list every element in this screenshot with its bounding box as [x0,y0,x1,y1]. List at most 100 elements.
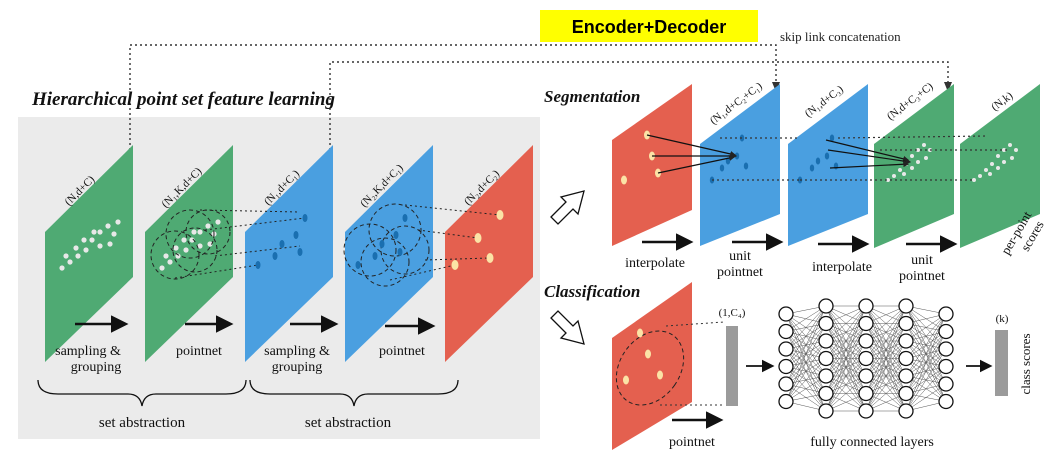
badge-text: Encoder+Decoder [572,17,727,37]
fc-neurons [778,298,954,419]
fc-edge [785,305,827,367]
fc-edge [785,305,827,332]
input-points [59,219,121,271]
hollow-arrow-classification [550,310,585,345]
seg-step-interpolate-2: interpolate [812,260,872,275]
segmentation-arrows [642,233,958,253]
fc-edge [865,358,907,412]
fc-layers-label: fully connected layers [810,435,934,450]
fc-neuron [938,393,954,410]
seg-plane-3 [788,84,868,246]
fc-neuron [898,315,914,332]
seg-step-pointnet-1: pointnet [717,265,763,280]
fc-neuron [938,358,954,375]
skip-link-inner [329,61,949,150]
step-sampling-1-line1: sampling & [55,344,121,359]
fc-edge [825,375,867,412]
grouping-balls-2 [343,203,430,287]
seg-step-pointnet-2: pointnet [899,269,945,284]
fc-neuron [938,376,954,392]
hierarchical-title: Hierarchical point set feature learning [31,89,335,110]
cls-plane-points [623,328,663,385]
seg-plane-1 [612,84,692,246]
fc-edge [825,305,867,377]
cls-projection-lines [660,321,725,406]
fc-edge [785,305,827,385]
fc-neuron [858,403,874,419]
step-sampling-2-line1: sampling & [264,344,330,359]
fc-edge [905,313,947,394]
fc-neuron [778,323,794,340]
feature-points-1 [255,214,308,269]
fc-neuron [898,333,914,349]
fc-edge [905,331,947,412]
fc-neuron [858,333,874,349]
encoder-arrows [75,315,436,335]
fc-neuron [778,358,794,375]
fc-neuron [778,341,794,357]
set-abstraction-label-2: set abstraction [305,415,392,431]
vector-shape-label: (1,C₄) [719,307,746,319]
fc-neuron [778,393,794,410]
fc-edge [785,323,827,402]
fc-edge [865,305,907,342]
fc-neuron [818,350,834,367]
skip-links [129,44,949,150]
seg-step-unit-2: unit [911,253,933,268]
projection-lines-2 [389,204,501,281]
step-sampling-1-line2: grouping [71,360,122,375]
fc-edge [785,340,827,402]
fc-edge [905,348,947,412]
fc-neuron [858,350,874,367]
grouping-balls-1 [150,209,231,280]
fc-neuron [898,350,914,367]
plane-grouped-2 [345,145,433,362]
hollow-arrow-segmentation [550,190,585,225]
cls-plane [612,282,692,450]
fc-neuron [858,368,874,384]
fc-edge [825,340,867,412]
fc-neuron [938,341,954,357]
fc-neuron [858,385,874,402]
fc-neuron [858,298,874,314]
set-abstraction-label-1: set abstraction [99,415,186,431]
seg-plane-4 [874,84,954,248]
step-sampling-2-line2: grouping [272,360,323,375]
projection-lines-1 [174,209,306,279]
class-scores-shape: (k) [996,313,1009,325]
plane-features-1 [245,145,333,362]
class-scores-bar [995,330,1008,396]
fc-edge [905,313,947,342]
brace-set-abstraction-2 [249,379,459,407]
fc-neuron [898,368,914,384]
fc-neuron [818,368,834,384]
segmentation-dotted-links [712,135,1010,181]
fc-edge [905,383,947,412]
seg-step-unit-1: unit [729,249,751,264]
fc-neuron [778,306,794,322]
fc-neuron [818,298,834,314]
fc-neuron [818,385,834,402]
skip-link-label: skip link concatenation [780,29,901,44]
fc-edge [865,375,907,412]
interpolation-lines [646,134,912,174]
seg-plane-5-points [972,143,1018,182]
seg-plane-3-points [797,134,839,184]
fc-edge [785,375,827,402]
fc-edge [785,358,827,402]
fc-neuron [898,385,914,402]
cls-step-pointnet: pointnet [669,435,715,450]
step-pointnet-2: pointnet [379,344,425,359]
fc-neuron [858,315,874,332]
plane-grouped-1 [145,145,233,362]
feature-points-2 [451,210,504,270]
fc-edge [865,340,907,412]
fc-edge [865,305,907,377]
brace-set-abstraction-1 [37,379,247,407]
seg-plane-5 [960,84,1040,248]
step-pointnet-1: pointnet [176,344,222,359]
fc-edge [865,305,907,359]
fc-neuron [818,403,834,419]
